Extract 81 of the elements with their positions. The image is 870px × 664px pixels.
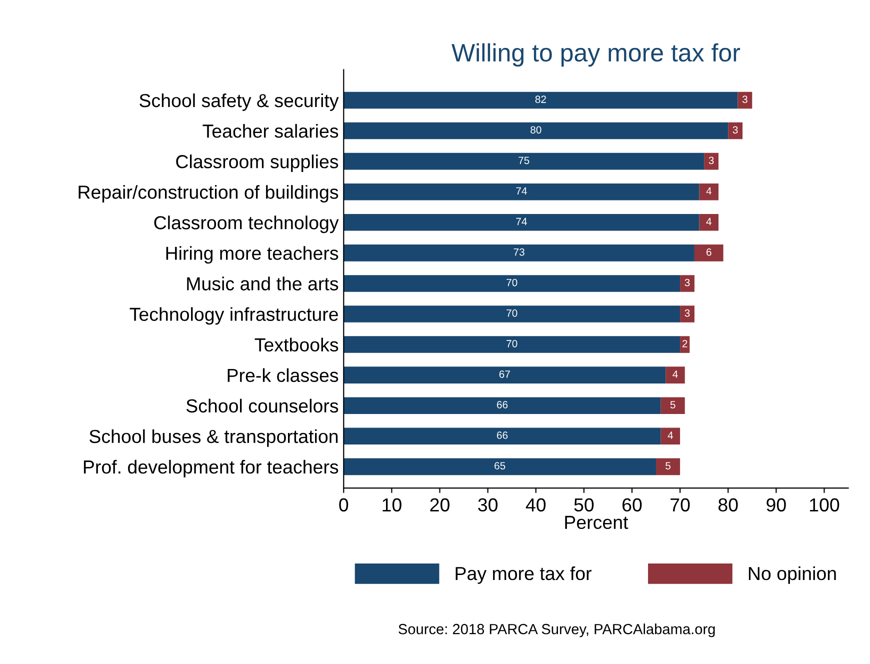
data-label: 6 — [706, 248, 712, 256]
y-tick-label: Teacher salaries — [202, 124, 338, 138]
data-label: 4 — [672, 370, 678, 378]
bar — [344, 336, 680, 353]
bar — [656, 458, 680, 476]
bar — [344, 366, 666, 384]
bar — [344, 428, 661, 445]
data-label: 70 — [506, 278, 518, 286]
bar — [660, 397, 685, 414]
data-label: 4 — [668, 432, 674, 439]
x-tick-label: 0 — [339, 498, 348, 512]
y-tick-label: Repair/construction of buildings — [78, 185, 338, 203]
bar — [344, 275, 680, 292]
bar — [344, 92, 738, 109]
y-tick-label: Classroom supplies — [176, 154, 338, 172]
x-tick-label: 100 — [810, 498, 840, 512]
data-label: 74 — [516, 218, 527, 226]
bar — [344, 122, 728, 140]
y-tick-label: Classroom technology — [154, 216, 339, 234]
data-label: 3 — [708, 156, 714, 164]
data-label: 3 — [742, 96, 748, 104]
data-label: 2 — [682, 340, 688, 348]
data-label: 5 — [670, 401, 676, 408]
data-label: 4 — [706, 187, 712, 195]
y-tick-label: Textbooks — [254, 338, 338, 352]
x-tick-label: 60 — [622, 498, 642, 512]
data-label: 80 — [530, 126, 542, 134]
bar — [704, 152, 718, 170]
bar — [660, 428, 680, 445]
data-label: 65 — [494, 462, 506, 470]
bar — [344, 397, 661, 414]
x-tick-label: 70 — [670, 498, 690, 512]
bar — [738, 92, 752, 109]
bar — [344, 214, 700, 231]
legend-label: Pay more tax for — [456, 566, 592, 584]
y-tick-label: Music and the arts — [187, 276, 338, 290]
bar — [680, 336, 690, 353]
data-label: 5 — [666, 462, 670, 470]
bar — [680, 275, 694, 292]
data-label: 3 — [732, 126, 738, 134]
x-tick-label: 80 — [718, 498, 738, 512]
data-label: 3 — [684, 309, 690, 317]
data-label: 73 — [514, 248, 524, 256]
bar — [344, 306, 680, 322]
y-tick-label: Technology infrastructure — [130, 307, 338, 325]
x-tick-label: 20 — [430, 498, 450, 512]
x-tick-label: 30 — [478, 498, 498, 512]
bar — [694, 244, 724, 262]
bar — [699, 214, 718, 231]
data-label: 67 — [499, 370, 510, 378]
data-label: 4 — [706, 218, 712, 226]
bar — [666, 366, 685, 384]
x-tick-label: 40 — [526, 498, 546, 512]
y-tick-label: School safety & security — [140, 93, 339, 111]
legend-label: No opinion — [748, 566, 836, 584]
data-label: 70 — [506, 340, 518, 348]
bar — [699, 183, 718, 200]
data-label: 70 — [506, 309, 518, 317]
bar — [344, 152, 704, 170]
x-tick-label: 90 — [766, 498, 786, 512]
data-label: 66 — [496, 432, 508, 439]
data-label: 82 — [535, 96, 546, 104]
bar — [344, 244, 694, 262]
x-tick-label: 50 — [574, 498, 594, 512]
y-tick-label: Prof. development for teachers — [84, 460, 338, 478]
y-tick-label: School counselors — [186, 398, 338, 413]
source-note: Source: 2018 PARCA Survey, PARCAlabama.org — [398, 624, 715, 638]
bar — [344, 458, 656, 476]
y-tick-label: Pre-k classes — [228, 368, 338, 382]
x-axis-title: Percent — [565, 516, 628, 530]
data-label: 3 — [684, 278, 690, 286]
data-label: 66 — [496, 401, 508, 408]
data-label: 74 — [516, 187, 527, 195]
y-tick-label: School buses & transportation — [90, 429, 338, 447]
y-tick-label: Hiring more teachers — [166, 246, 338, 264]
bar — [728, 122, 743, 140]
x-tick-label: 10 — [382, 498, 402, 512]
data-label: 75 — [518, 156, 530, 164]
bar — [344, 183, 700, 200]
bar — [680, 306, 694, 322]
chart-title: Willing to pay more tax for — [452, 43, 740, 67]
